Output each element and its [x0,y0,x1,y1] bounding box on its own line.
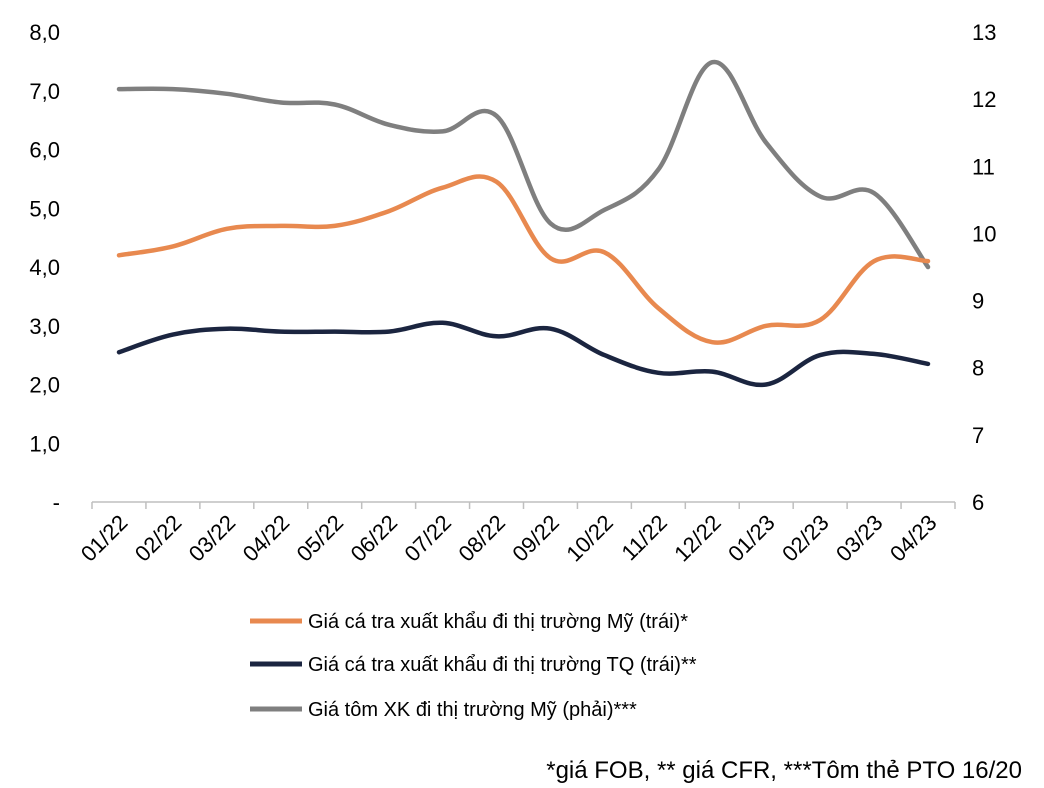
x-tick-label: 01/22 [76,510,133,567]
left-tick-label: 8,0 [29,20,60,45]
right-tick-label: 7 [972,423,984,448]
series-lines [116,59,931,388]
x-tick-label: 12/22 [669,510,726,567]
x-tick-label: 08/22 [453,510,510,567]
left-tick-label: 5,0 [29,196,60,221]
x-tick-label: 04/23 [885,510,942,567]
x-tick-label: 04/22 [238,510,295,567]
left-axis-ticks: - 1,0 2,0 3,0 4,0 5,0 6,0 7,0 8,0 [29,20,60,515]
series-line-tom-my [116,59,931,270]
x-tick-label: 02/22 [130,510,187,567]
right-tick-label: 10 [972,221,996,246]
x-tick-label: 09/22 [507,510,564,567]
x-axis-ticks: 01/2202/2203/2204/2205/2206/2207/2208/22… [76,502,956,567]
right-tick-label: 12 [972,87,996,112]
x-tick-label: 10/22 [561,510,618,567]
legend: Giá cá tra xuất khẩu đi thị trường Mỹ (t… [250,611,697,721]
right-tick-label: 13 [972,20,996,45]
series-line-ca-tra-my [116,174,931,345]
x-tick-label: 03/23 [831,510,888,567]
x-tick-label: 01/23 [723,510,780,567]
right-tick-label: 6 [972,490,984,515]
left-tick-label: 4,0 [29,255,60,280]
right-tick-label: 8 [972,356,984,381]
legend-item-tom-my: Giá tôm XK đi thị trường Mỹ (phải)*** [250,699,637,721]
left-tick-label: 7,0 [29,79,60,104]
left-tick-label: - [53,490,60,515]
x-tick-label: 03/22 [184,510,241,567]
legend-item-ca-tra-my: Giá cá tra xuất khẩu đi thị trường Mỹ (t… [250,611,688,633]
left-tick-label: 2,0 [29,373,60,398]
left-tick-label: 6,0 [29,138,60,163]
left-tick-label: 3,0 [29,314,60,339]
left-tick-label: 1,0 [29,431,60,456]
footnote: *giá FOB, ** giá CFR, ***Tôm thẻ PTO 16/… [546,757,1022,784]
series-line-ca-tra-tq [116,320,931,388]
legend-item-ca-tra-tq: Giá cá tra xuất khẩu đi thị trường TQ (t… [250,654,697,676]
legend-label: Giá cá tra xuất khẩu đi thị trường TQ (t… [308,654,697,676]
x-tick-label: 06/22 [346,510,403,567]
x-tick-label: 02/23 [777,510,834,567]
right-tick-label: 11 [972,154,995,179]
x-tick-label: 07/22 [400,510,457,567]
legend-label: Giá cá tra xuất khẩu đi thị trường Mỹ (t… [308,611,688,633]
x-tick-label: 11/22 [616,510,671,565]
right-axis-ticks: 6 7 8 9 10 11 12 13 [972,20,996,515]
legend-label: Giá tôm XK đi thị trường Mỹ (phải)*** [308,699,637,721]
x-tick-label: 05/22 [292,510,349,567]
right-tick-label: 9 [972,289,984,314]
